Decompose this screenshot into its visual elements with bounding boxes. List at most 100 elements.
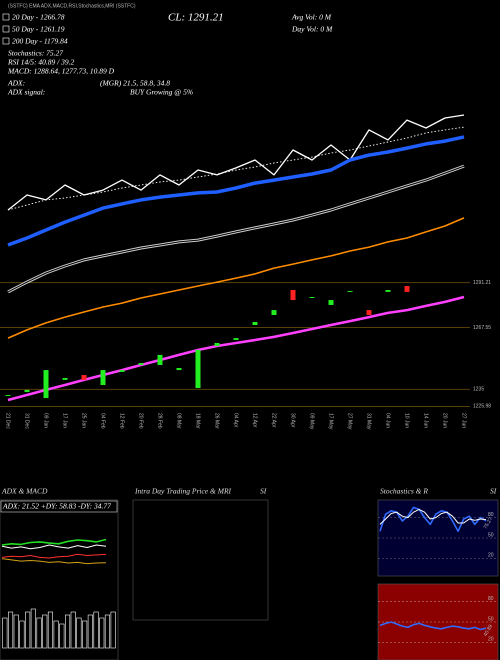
x-tick-label: 10 Jun <box>404 413 410 428</box>
x-tick-label: 27 May <box>347 413 353 430</box>
candle <box>81 374 87 380</box>
candle <box>347 290 353 292</box>
candle <box>176 367 182 371</box>
candle <box>62 378 68 380</box>
histogram-bar <box>8 611 14 649</box>
series-line <box>7 164 465 294</box>
panel-frame <box>0 499 119 660</box>
candle <box>290 290 296 301</box>
x-tick-label: 04 Jun <box>385 413 391 428</box>
series-line <box>1 553 107 559</box>
panel-title: Stochastics & R <box>380 487 428 496</box>
y-tick-label: 1291.21 <box>473 280 491 286</box>
x-tick-label: 12 Feb <box>119 413 125 429</box>
candle <box>43 370 49 399</box>
x-tick-label: 22 Apr <box>271 413 277 428</box>
x-tick-label: 20 Feb <box>138 413 144 429</box>
y-tick-label: 1267.55 <box>473 325 491 331</box>
series-line <box>7 126 465 211</box>
annotation: 50 Day - 1261.19 <box>12 25 65 34</box>
legend-box <box>2 37 10 45</box>
y-tick-label: 1235 <box>473 387 484 393</box>
x-tick-label: 21 Dec <box>5 413 11 429</box>
histogram-bar <box>42 614 48 649</box>
annotation: RSI 14/5: 40.89 / 39.2 <box>7 58 74 67</box>
annotation: (MGR) 21.5, 58.8, 34.8 <box>100 79 170 88</box>
annotation: CL: 1291.21 <box>168 12 224 24</box>
annotation: ADX: <box>7 79 25 88</box>
x-tick-label: 12 Apr <box>252 413 258 428</box>
histogram-bar <box>87 614 93 649</box>
x-tick-label: 14 Jun <box>423 413 429 428</box>
series-line <box>1 558 107 565</box>
histogram-bar <box>19 620 25 649</box>
x-tick-label: 17 Jan <box>62 413 68 428</box>
y-tick-label: 80 <box>488 596 494 602</box>
panel-subtitle: SI <box>260 487 267 496</box>
x-tick-label: 04 Apr <box>233 413 239 428</box>
y-tick-label: 80 <box>488 512 494 518</box>
x-tick-label: 25 Jan <box>81 413 87 428</box>
x-tick-label: 27 Jun <box>461 413 467 428</box>
x-tick-label: 09 Jan <box>43 413 49 428</box>
annotation-box <box>0 500 118 513</box>
candle <box>195 350 201 389</box>
series-line <box>7 217 465 339</box>
y-tick-label: 50 <box>488 532 494 538</box>
candle <box>100 370 106 386</box>
legend-box <box>2 25 10 33</box>
histogram-bar <box>2 617 8 649</box>
histogram-bar <box>110 611 116 649</box>
x-tick-label: 30 Apr <box>290 413 296 428</box>
y-tick-label: 20 <box>488 637 494 643</box>
x-tick-label: 04 Feb <box>100 413 106 429</box>
annotation: Avg Vol: 0 M <box>291 13 332 22</box>
panel-title: ADX & MACD <box>1 487 48 496</box>
annotation: ADX: 21.52 +DY: 58.83 -DY: 34.77 <box>2 502 111 511</box>
panel-title: Intra Day Trading Price & MRI <box>134 487 232 496</box>
series-line <box>1 544 107 550</box>
x-tick-label: 31 May <box>366 413 372 430</box>
y-tick-label: 20 <box>488 553 494 559</box>
histogram-bar <box>65 614 71 649</box>
chart-title: (SSTFC) EMA ADX,MACD,RSI,Stochastics,MRI… <box>8 3 136 9</box>
x-tick-label: 31 Dec <box>24 413 30 429</box>
candle <box>271 310 277 315</box>
candle <box>366 310 372 315</box>
candle <box>404 286 410 292</box>
series-line <box>379 621 487 631</box>
x-tick-label: 28 Feb <box>157 413 163 429</box>
y-tick-label: 50 <box>488 616 494 622</box>
histogram-bar <box>70 611 76 649</box>
histogram-bar <box>25 611 31 649</box>
candle <box>5 395 11 397</box>
panel-subtitle: SI <box>490 487 497 496</box>
histogram-bar <box>53 620 59 649</box>
candle <box>385 290 391 292</box>
candle <box>233 338 239 340</box>
annotation: Stochastics: 75.27 <box>8 49 63 58</box>
value-label: 40.89 <box>483 624 495 638</box>
candle <box>24 389 30 393</box>
annotation: MACD: 1288.64, 1277.73, 10.89 D <box>7 67 115 76</box>
histogram-bar <box>76 617 82 649</box>
series-line <box>7 135 465 247</box>
candle <box>157 354 163 365</box>
histogram-bar <box>93 611 99 649</box>
series-line <box>7 295 465 402</box>
histogram-bar <box>82 620 88 649</box>
x-tick-label: 08 Mar <box>176 413 182 429</box>
panel-frame <box>132 499 269 621</box>
annotation: Day Vol: 0 M <box>291 25 333 34</box>
annotation: 20 Day - 1266.78 <box>12 13 65 22</box>
histogram-bar <box>36 617 42 649</box>
histogram-bar <box>30 608 36 649</box>
candle <box>214 343 220 347</box>
histogram-bar <box>104 614 110 649</box>
y-tick-label: 1225.98 <box>473 404 491 410</box>
x-tick-label: 17 May <box>328 413 334 430</box>
x-tick-label: 26 Mar <box>214 413 220 429</box>
legend-box <box>2 13 10 21</box>
x-tick-label: 09 May <box>309 413 315 430</box>
